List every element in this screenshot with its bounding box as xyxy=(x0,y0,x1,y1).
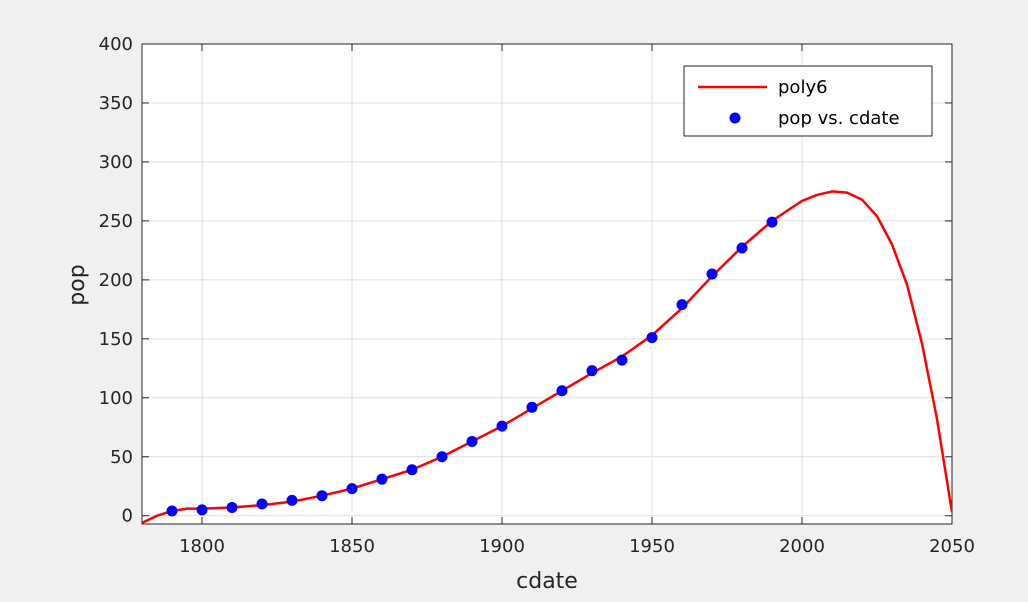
axes: 1800 1850 1900 1950 2000 2050 0 50 100 150 200 250 3… xyxy=(99,34,975,557)
y-tick-label: 350 xyxy=(99,93,133,114)
data-point xyxy=(196,504,208,516)
y-tick-label: 200 xyxy=(99,270,133,291)
x-tick-label: 1800 xyxy=(179,536,225,557)
data-point xyxy=(166,505,178,517)
x-tick-label: 1900 xyxy=(479,536,525,557)
y-tick-label: 300 xyxy=(99,152,133,173)
data-point xyxy=(706,268,718,280)
data-point xyxy=(526,401,538,413)
y-tick-label: 150 xyxy=(99,329,133,350)
data-point xyxy=(496,420,508,432)
legend: poly6 pop vs. cdate xyxy=(683,65,933,137)
axes-box xyxy=(141,43,953,525)
data-point xyxy=(676,299,688,311)
legend-pop-label: pop vs. cdate xyxy=(778,108,900,129)
scatter-markers xyxy=(166,216,778,517)
x-tick-label: 1950 xyxy=(629,536,675,557)
data-point xyxy=(406,464,418,476)
y-tick-label: 400 xyxy=(99,34,133,55)
data-point xyxy=(436,451,448,463)
x-tick-label: 1850 xyxy=(329,536,375,557)
y-tick-label: 250 xyxy=(99,211,133,232)
legend-box xyxy=(683,65,933,137)
data-point xyxy=(766,216,778,228)
data-point xyxy=(316,490,328,502)
legend-poly6-label: poly6 xyxy=(778,77,828,98)
data-point xyxy=(346,483,358,495)
data-point xyxy=(586,365,598,377)
data-point xyxy=(736,242,748,254)
data-point xyxy=(466,435,478,447)
data-point xyxy=(616,354,628,366)
data-point xyxy=(256,498,268,510)
x-tick-label: 2000 xyxy=(779,536,825,557)
data-point xyxy=(646,332,658,344)
y-tick-label: 50 xyxy=(110,447,133,468)
y-tick-label: 100 xyxy=(99,388,133,409)
data-point xyxy=(376,473,388,485)
legend-pop-swatch xyxy=(729,112,741,124)
y-tick-label: 0 xyxy=(122,506,133,527)
data-point xyxy=(226,501,238,513)
data-point xyxy=(286,494,298,506)
x-axis-label: cdate xyxy=(516,569,578,594)
x-tick-label: 2050 xyxy=(929,536,975,557)
data-point xyxy=(556,385,568,397)
y-axis-label: pop xyxy=(65,264,90,305)
